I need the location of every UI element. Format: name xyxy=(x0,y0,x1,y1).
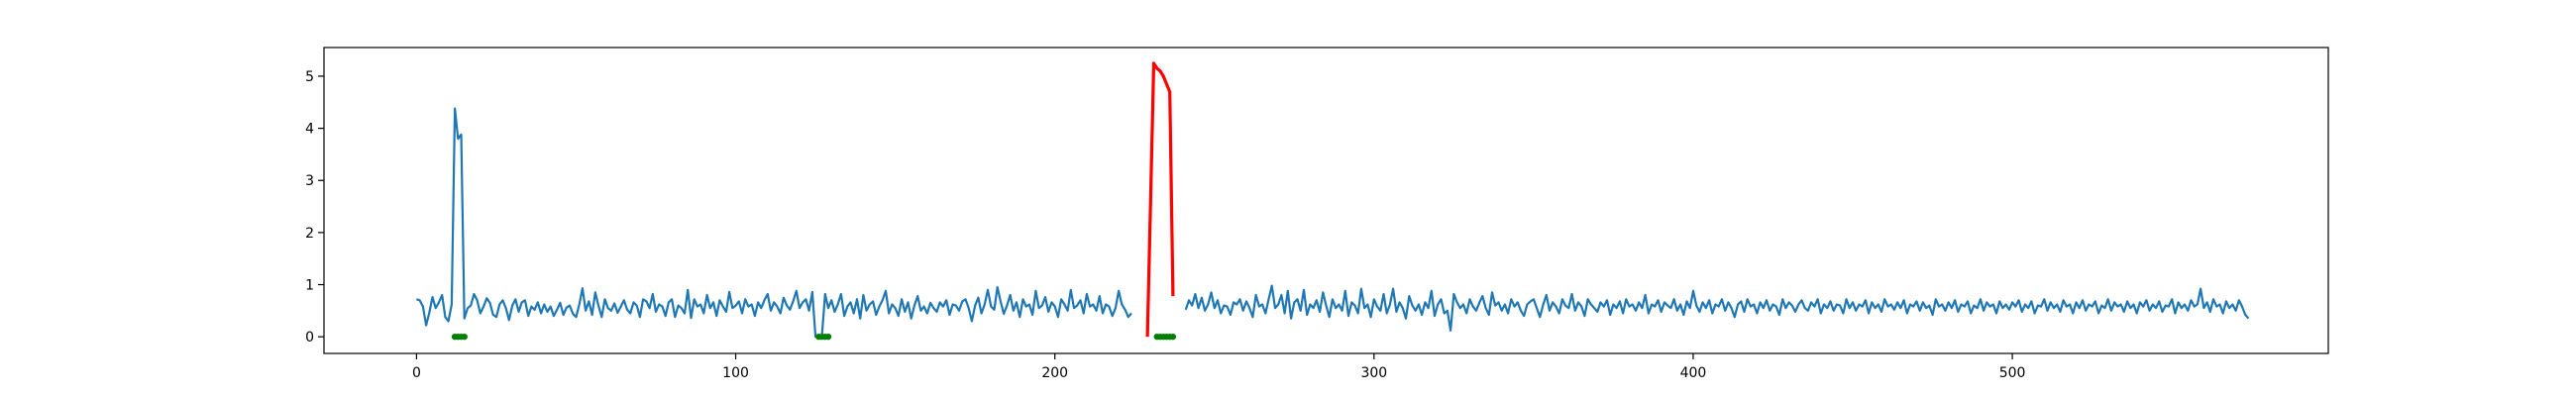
y-tick-label: 4 xyxy=(305,122,314,138)
x-tick-label: 0 xyxy=(412,365,421,381)
y-tick-label: 1 xyxy=(305,278,314,294)
x-tick-label: 300 xyxy=(1360,365,1387,381)
y-tick-label: 5 xyxy=(305,69,314,85)
y-tick-label: 2 xyxy=(305,226,314,242)
y-axis: 0 1 2 3 4 5 xyxy=(305,69,324,346)
x-tick-label: 500 xyxy=(1999,365,2026,381)
marker-point xyxy=(824,333,832,341)
series-group xyxy=(416,61,2250,341)
plot-area xyxy=(416,61,2250,341)
series-line-1-part-1 xyxy=(416,107,1132,339)
x-tick-label: 200 xyxy=(1041,365,1068,381)
series-line-1-part-2 xyxy=(1184,284,2250,332)
y-tick-label: 3 xyxy=(305,173,314,189)
axes-border xyxy=(323,47,2329,354)
marker-point xyxy=(1169,333,1177,341)
marker-point xyxy=(461,333,468,341)
y-tick-label: 0 xyxy=(305,330,314,346)
x-tick-label: 400 xyxy=(1680,365,1707,381)
x-axis: 0 100 200 300 400 500 xyxy=(412,353,2025,381)
axis-frame xyxy=(323,47,2329,354)
x-tick-label: 100 xyxy=(722,365,749,381)
series-line-2-part-1 xyxy=(1145,61,1175,338)
